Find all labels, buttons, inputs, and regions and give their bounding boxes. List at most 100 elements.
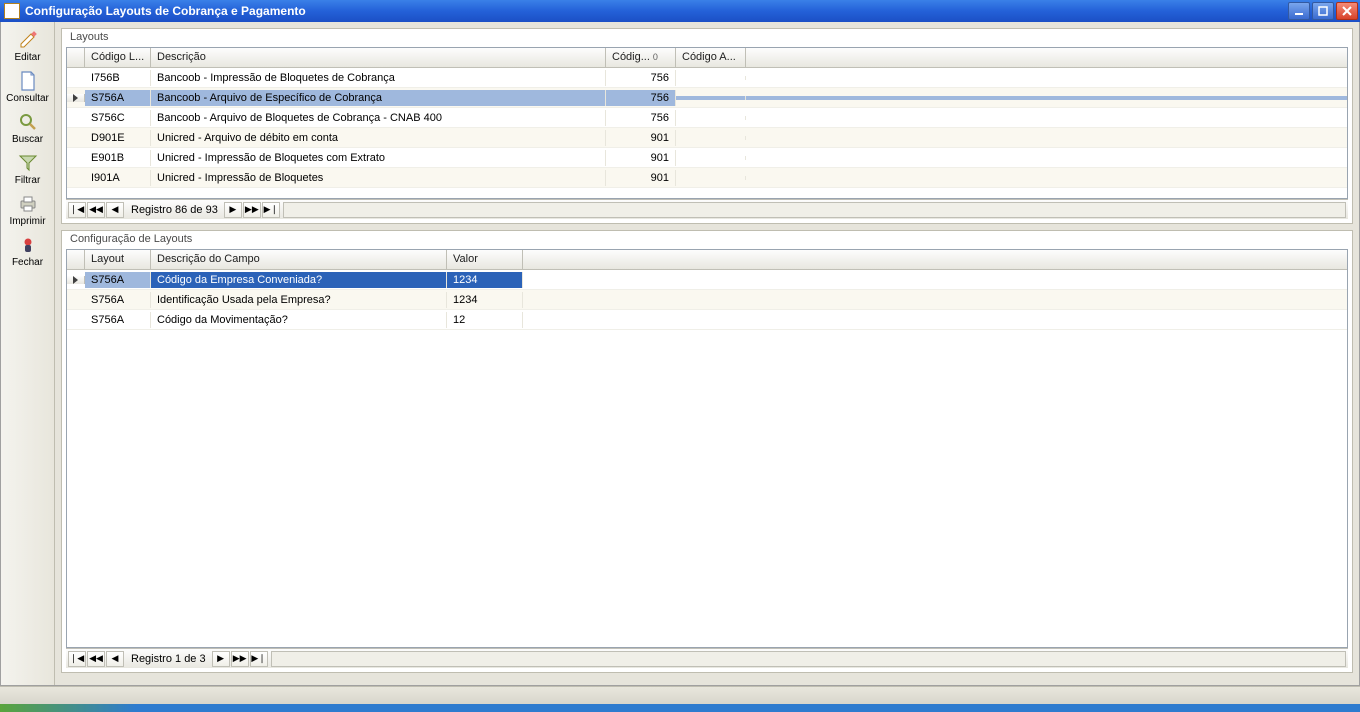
table-row[interactable]: S756ABancoob - Arquivo de Específico de … <box>67 88 1347 108</box>
row-indicator <box>67 94 85 102</box>
cell-code: I756B <box>85 70 151 86</box>
nav-first[interactable]: ❘◀ <box>68 202 86 218</box>
cell-cod3 <box>676 116 746 120</box>
table-row[interactable]: D901EUnicred - Arquivo de débito em cont… <box>67 128 1347 148</box>
col-desc[interactable]: Descrição <box>151 48 606 67</box>
toolbar-filter[interactable]: Filtrar <box>4 149 52 188</box>
nav-hscroll[interactable] <box>271 651 1346 667</box>
doc-icon <box>16 70 40 92</box>
cell-cod2: 901 <box>606 150 676 166</box>
taskbar <box>0 704 1360 712</box>
close-button[interactable] <box>1336 2 1358 20</box>
toolbar-label: Fechar <box>12 257 43 268</box>
toolbar-label: Filtrar <box>15 175 41 186</box>
table-row[interactable]: E901BUnicred - Impressão de Bloquetes co… <box>67 148 1347 168</box>
cell-cod2: 756 <box>606 110 676 126</box>
cell-desc: Unicred - Impressão de Bloquetes <box>151 170 606 186</box>
nav-prev[interactable]: ◀ <box>106 651 124 667</box>
cell-cod2: 756 <box>606 90 676 106</box>
cell-cod3 <box>676 176 746 180</box>
config-grid[interactable]: Layout Descrição do Campo Valor S756ACód… <box>66 249 1348 648</box>
toolbar-sidebar: Editar Consultar Buscar Filtrar Imprimir <box>1 22 55 685</box>
table-row[interactable]: S756CBancoob - Arquivo de Bloquetes de C… <box>67 108 1347 128</box>
nav-hscroll[interactable] <box>283 202 1346 218</box>
col-indicator[interactable] <box>67 48 85 67</box>
cell-campo: Código da Movimentação? <box>151 312 447 328</box>
app-icon: ◧ <box>4 3 20 19</box>
nav-prev-page[interactable]: ◀◀ <box>87 202 105 218</box>
nav-prev-page[interactable]: ◀◀ <box>87 651 105 667</box>
cell-code: D901E <box>85 130 151 146</box>
nav-first[interactable]: ❘◀ <box>68 651 86 667</box>
cell-layout: S756A <box>85 312 151 328</box>
cell-campo: Identificação Usada pela Empresa? <box>151 292 447 308</box>
col-cod3[interactable]: Código A... <box>676 48 746 67</box>
nav-position: Registro 1 de 3 <box>125 653 212 665</box>
minimize-button[interactable] <box>1288 2 1310 20</box>
cell-cod2: 901 <box>606 170 676 186</box>
row-indicator <box>67 276 85 284</box>
print-icon <box>16 193 40 215</box>
cell-cod3 <box>676 156 746 160</box>
nav-position: Registro 86 de 93 <box>125 204 224 216</box>
cell-cod3 <box>676 96 746 100</box>
layouts-grid[interactable]: Código L... Descrição Códig...0 Código A… <box>66 47 1348 199</box>
col-indicator[interactable] <box>67 250 85 269</box>
nav-next[interactable]: ▶ <box>212 651 230 667</box>
layouts-panel: Layouts Código L... Descrição Códig...0 … <box>61 28 1353 224</box>
col-campo[interactable]: Descrição do Campo <box>151 250 447 269</box>
edit-icon <box>16 29 40 51</box>
cell-code: I901A <box>85 170 151 186</box>
config-title: Configuração de Layouts <box>62 231 1352 249</box>
nav-last[interactable]: ▶❘ <box>262 202 280 218</box>
toolbar-consult[interactable]: Consultar <box>4 67 52 106</box>
col-cod2[interactable]: Códig...0 <box>606 48 676 67</box>
cell-valor: 12 <box>447 312 523 328</box>
table-row[interactable]: S756ACódigo da Movimentação?12 <box>67 310 1347 330</box>
nav-next[interactable]: ▶ <box>224 202 242 218</box>
window-title: Configuração Layouts de Cobrança e Pagam… <box>25 4 306 18</box>
layouts-navigator: ❘◀ ◀◀ ◀ Registro 86 de 93 ▶ ▶▶ ▶❘ <box>66 199 1348 219</box>
col-code[interactable]: Código L... <box>85 48 151 67</box>
table-row[interactable]: I901AUnicred - Impressão de Bloquetes901 <box>67 168 1347 188</box>
cell-layout: S756A <box>85 272 151 288</box>
toolbar-print[interactable]: Imprimir <box>4 190 52 229</box>
nav-next-page[interactable]: ▶▶ <box>243 202 261 218</box>
cell-desc: Bancoob - Arquivo de Bloquetes de Cobran… <box>151 110 606 126</box>
col-valor[interactable]: Valor <box>447 250 523 269</box>
col-spacer <box>523 250 1347 269</box>
toolbar-label: Imprimir <box>9 216 45 227</box>
cell-code: S756A <box>85 90 151 106</box>
maximize-button[interactable] <box>1312 2 1334 20</box>
status-bar <box>0 686 1360 704</box>
cell-code: E901B <box>85 150 151 166</box>
filter-icon <box>16 152 40 174</box>
table-row[interactable]: S756ACódigo da Empresa Conveniada?1234 <box>67 270 1347 290</box>
config-navigator: ❘◀ ◀◀ ◀ Registro 1 de 3 ▶ ▶▶ ▶❘ <box>66 648 1348 668</box>
nav-prev[interactable]: ◀ <box>106 202 124 218</box>
toolbar-search[interactable]: Buscar <box>4 108 52 147</box>
cell-desc: Bancoob - Impressão de Bloquetes de Cobr… <box>151 70 606 86</box>
toolbar-label: Editar <box>14 52 40 63</box>
cell-desc: Unicred - Impressão de Bloquetes com Ext… <box>151 150 606 166</box>
nav-next-page[interactable]: ▶▶ <box>231 651 249 667</box>
cell-cod2: 756 <box>606 70 676 86</box>
cell-desc: Unicred - Arquivo de débito em conta <box>151 130 606 146</box>
config-panel: Configuração de Layouts Layout Descrição… <box>61 230 1353 673</box>
cell-valor: 1234 <box>447 272 523 288</box>
layouts-title: Layouts <box>62 29 1352 47</box>
toolbar-label: Consultar <box>6 93 49 104</box>
table-row[interactable]: I756BBancoob - Impressão de Bloquetes de… <box>67 68 1347 88</box>
toolbar-label: Buscar <box>12 134 43 145</box>
table-row[interactable]: S756AIdentificação Usada pela Empresa?12… <box>67 290 1347 310</box>
titlebar: ◧ Configuração Layouts de Cobrança e Pag… <box>0 0 1360 22</box>
col-layout[interactable]: Layout <box>85 250 151 269</box>
cell-desc: Bancoob - Arquivo de Específico de Cobra… <box>151 90 606 106</box>
toolbar-close[interactable]: Fechar <box>4 231 52 270</box>
col-spacer <box>746 48 1347 67</box>
nav-last[interactable]: ▶❘ <box>250 651 268 667</box>
toolbar-edit[interactable]: Editar <box>4 26 52 65</box>
cell-campo: Código da Empresa Conveniada? <box>151 272 447 288</box>
cell-valor: 1234 <box>447 292 523 308</box>
cell-layout: S756A <box>85 292 151 308</box>
